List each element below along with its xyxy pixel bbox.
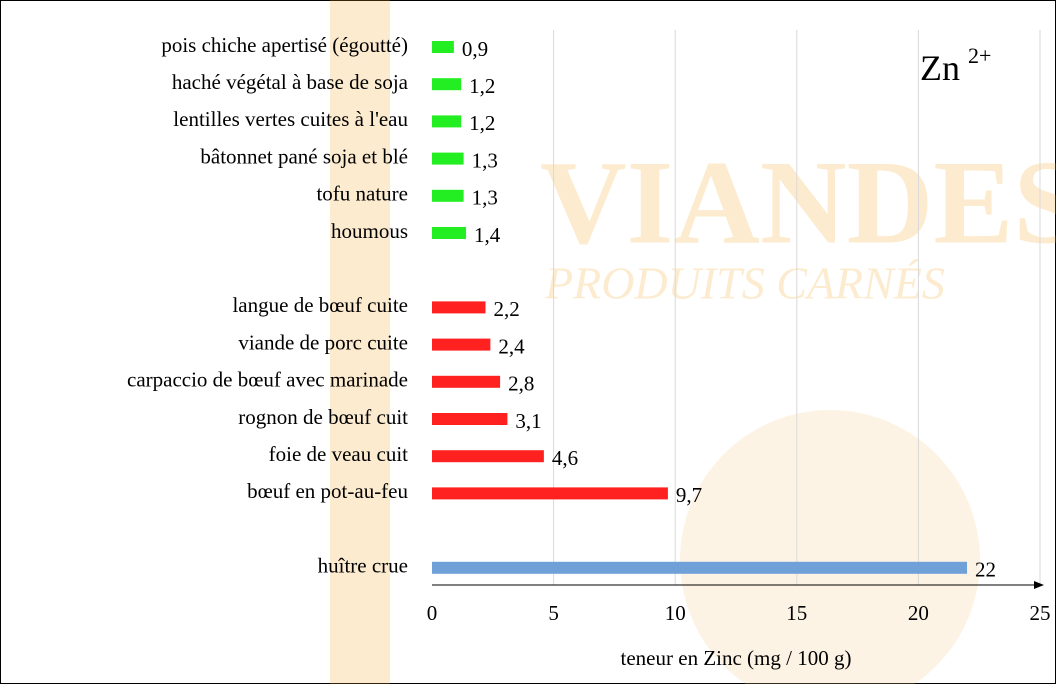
bar [432,375,501,388]
annotation-superscript: 2+ [968,43,991,68]
value-label: 1,3 [472,186,498,210]
value-label: 1,2 [469,74,495,98]
value-label: 2,8 [508,372,534,396]
value-label: 0,9 [462,37,488,61]
x-tick-label: 0 [427,601,438,625]
watermark-text: VIANDES [540,136,1056,269]
bar [432,487,668,500]
value-label: 2,2 [494,297,520,321]
watermark-band [330,0,390,684]
y-tick-label: foie de veau cuit [269,442,409,466]
bar [432,189,464,202]
watermark-text: PRODUITS CARNÉS [544,258,945,309]
y-tick-label: viande de porc cuite [238,330,408,354]
watermark-circle [680,410,980,684]
y-tick-label: huître crue [318,554,408,578]
bar [432,152,464,165]
watermark-shapes [330,0,980,684]
bar [432,561,968,574]
annotation-main: Zn [920,48,960,88]
bar [432,41,454,53]
x-tick-label: 10 [665,601,686,625]
y-tick-label: haché végétal à base de soja [172,70,409,94]
value-label: 2,4 [498,334,525,358]
bar [432,78,462,91]
y-tick-label: rognon de bœuf cuit [238,405,408,429]
x-tick-label: 20 [908,601,929,625]
y-tick-label: tofu nature [316,182,408,206]
bar [432,413,508,425]
bar [432,115,462,128]
y-tick-label: lentilles vertes cuites à l'eau [173,107,408,131]
y-tick-label: pois chiche apertisé (égoutté) [161,33,408,57]
y-tick-label: carpaccio de bœuf avec marinade [127,368,408,392]
annotation: Zn 2+ [920,43,991,88]
value-label: 1,2 [469,111,495,135]
y-tick-label: houmous [331,219,408,243]
value-label: 9,7 [676,483,702,507]
y-tick-label: bœuf en pot-au-feu [247,479,408,503]
x-tick-label: 25 [1030,601,1051,625]
value-label: 1,4 [474,223,501,247]
value-label: 3,1 [515,409,541,433]
bar [432,227,467,239]
bar [432,450,544,463]
x-axis-title: teneur en Zinc (mg / 100 g) [621,646,852,670]
value-label: 22 [975,558,996,582]
bar [432,338,491,351]
x-axis-arrow [1034,581,1044,589]
value-label: 1,3 [472,148,498,172]
y-tick-label: langue de bœuf cuite [232,293,408,317]
x-tick-label: 5 [548,601,559,625]
y-tick-label: bâtonnet pané soja et blé [200,144,408,168]
bar [432,301,486,314]
x-tick-label: 15 [786,601,807,625]
value-label: 4,6 [552,446,578,470]
